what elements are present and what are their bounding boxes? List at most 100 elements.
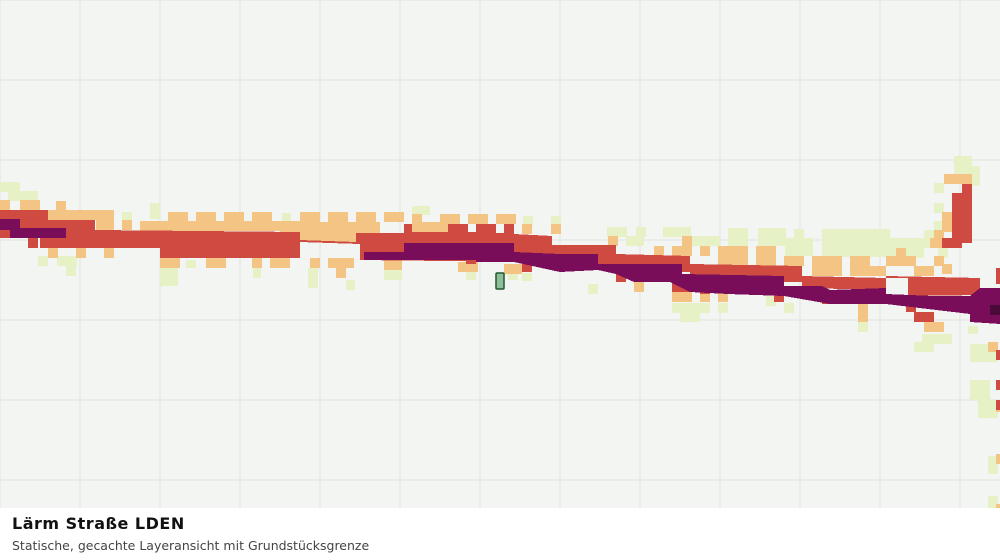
noise-cell	[930, 238, 940, 248]
noise-cell	[160, 268, 178, 286]
noise-cell	[196, 212, 216, 222]
noise-cell	[76, 248, 86, 258]
noise-cell	[282, 213, 291, 222]
noise-cell	[607, 227, 627, 237]
noise-cell	[812, 256, 842, 276]
noise-cell	[700, 292, 710, 302]
noise-cell	[523, 216, 533, 226]
noise-cell	[680, 312, 700, 322]
noise-cell	[224, 212, 244, 222]
noise-cell	[186, 260, 196, 268]
noise-cell	[934, 183, 944, 193]
noise-cell	[690, 236, 720, 246]
noise-cell	[914, 342, 934, 352]
noise-cell	[300, 212, 320, 222]
noise-cell	[57, 256, 77, 266]
noise-cell	[858, 302, 868, 322]
noise-cell	[766, 296, 776, 306]
noise-cell	[356, 212, 376, 222]
noise-cell	[522, 273, 532, 281]
map-subtitle: Statische, gecachte Layeransicht mit Gru…	[12, 538, 370, 553]
noise-cell	[496, 214, 516, 224]
noise-cell	[0, 200, 10, 210]
noise-cell	[412, 206, 430, 215]
noise-cell	[654, 246, 664, 256]
noise-cell	[206, 258, 226, 268]
noise-cell	[756, 246, 776, 266]
noise-cell	[122, 212, 132, 220]
noise-cell	[588, 284, 598, 294]
noise-cell	[672, 292, 692, 302]
noise-cell	[914, 266, 934, 276]
noise-cell	[996, 268, 1000, 284]
noise-cell	[682, 236, 692, 246]
map-canvas[interactable]	[0, 0, 1000, 508]
noise-cell	[28, 238, 38, 248]
noise-cell	[934, 256, 944, 266]
noise-cell	[784, 303, 794, 313]
noise-cell	[384, 212, 404, 222]
noise-cell	[328, 212, 348, 222]
noise-cell	[942, 264, 952, 274]
noise-cell	[988, 456, 998, 474]
noise-cell	[468, 214, 488, 224]
noise-area	[364, 243, 1000, 324]
noise-cell	[56, 201, 66, 211]
noise-layer-class-2	[0, 174, 1000, 508]
noise-cell	[551, 216, 561, 226]
noise-cell	[970, 166, 980, 186]
map-title: Lärm Straße LDEN	[12, 514, 185, 533]
noise-cell	[96, 210, 114, 230]
noise-cell	[942, 212, 952, 232]
noise-cell	[990, 305, 1000, 315]
noise-cell	[924, 230, 934, 248]
noise-cell	[140, 221, 300, 231]
noise-cell	[122, 220, 132, 230]
noise-cell	[384, 260, 402, 270]
noise-cell	[270, 258, 290, 268]
noise-cell	[636, 227, 646, 237]
noise-cell	[728, 228, 748, 246]
noise-cell	[934, 203, 944, 213]
noise-cell	[822, 229, 850, 257]
noise-cell	[0, 228, 10, 238]
noise-cell	[866, 266, 886, 276]
noise-cell	[700, 303, 710, 313]
noise-cell	[996, 380, 1000, 390]
noise-cell	[785, 238, 813, 256]
noise-cell	[8, 191, 38, 201]
noise-cell	[922, 334, 952, 344]
noise-cell	[66, 266, 76, 276]
noise-cell	[522, 224, 532, 234]
noise-cell	[896, 248, 906, 258]
noise-map[interactable]	[0, 0, 1000, 508]
noise-cell	[504, 264, 522, 274]
noise-cell	[328, 258, 354, 268]
noise-cell	[280, 222, 380, 242]
noise-cell	[48, 248, 58, 258]
noise-cell	[718, 292, 728, 302]
noise-cell	[412, 222, 448, 232]
noise-cell	[988, 342, 998, 352]
noise-cell	[253, 268, 261, 278]
noise-cell	[968, 326, 978, 334]
parcel-boundary[interactable]	[495, 272, 505, 290]
noise-area	[0, 219, 66, 238]
noise-cell	[944, 174, 972, 184]
noise-cell	[634, 282, 644, 292]
noise-cell	[458, 262, 478, 272]
noise-cell	[38, 256, 48, 266]
noise-cell	[440, 214, 460, 224]
map-caption: Lärm Straße LDEN Statische, gecachte Lay…	[0, 508, 1000, 560]
noise-cell	[914, 312, 934, 322]
noise-cell	[718, 246, 748, 266]
noise-cell	[412, 214, 422, 224]
noise-cell	[758, 228, 786, 246]
noise-cell	[858, 322, 868, 332]
noise-cell	[978, 400, 998, 418]
noise-cell	[952, 193, 972, 243]
noise-cell	[616, 272, 626, 282]
noise-cell	[48, 210, 100, 220]
noise-cell	[774, 292, 784, 302]
noise-cell	[996, 350, 1000, 360]
